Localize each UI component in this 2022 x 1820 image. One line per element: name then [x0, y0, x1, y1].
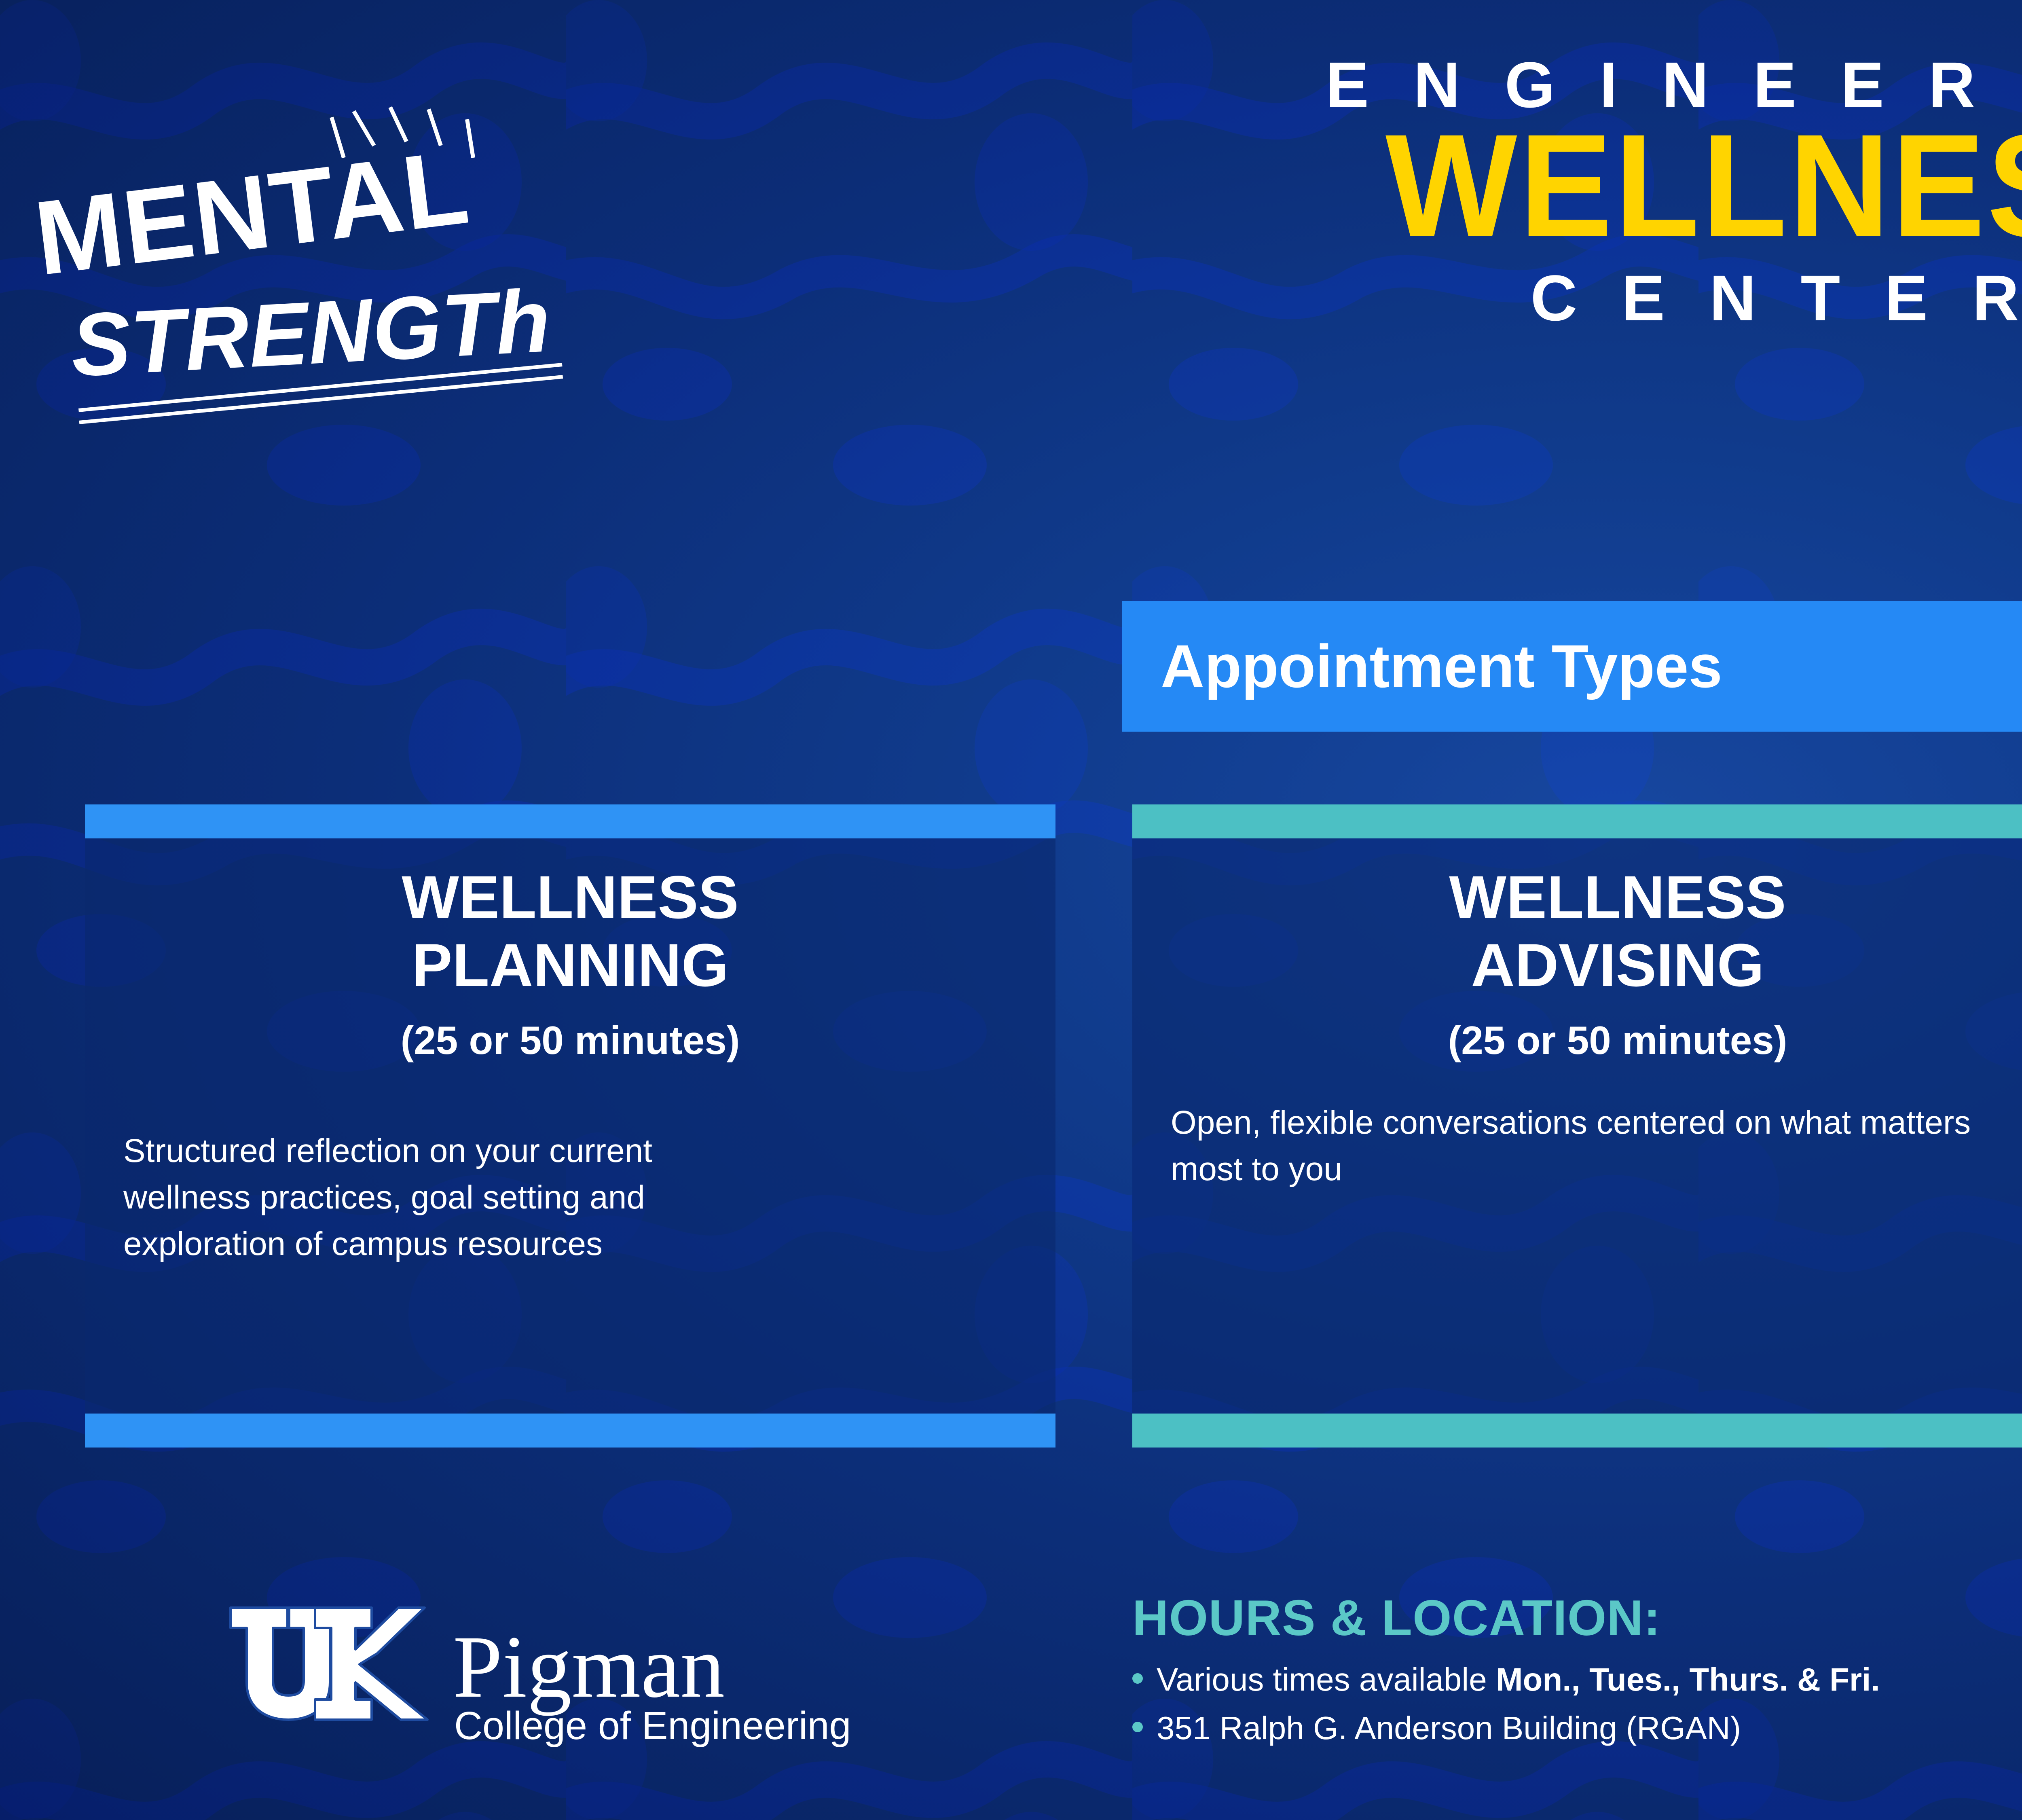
svg-text:STRENGTh: STRENGTh	[69, 271, 553, 395]
svg-text:College of Engineering: College of Engineering	[454, 1704, 851, 1748]
svg-text:MENTAL: MENTAL	[29, 128, 475, 298]
svg-text:Pigman: Pigman	[453, 1617, 725, 1716]
